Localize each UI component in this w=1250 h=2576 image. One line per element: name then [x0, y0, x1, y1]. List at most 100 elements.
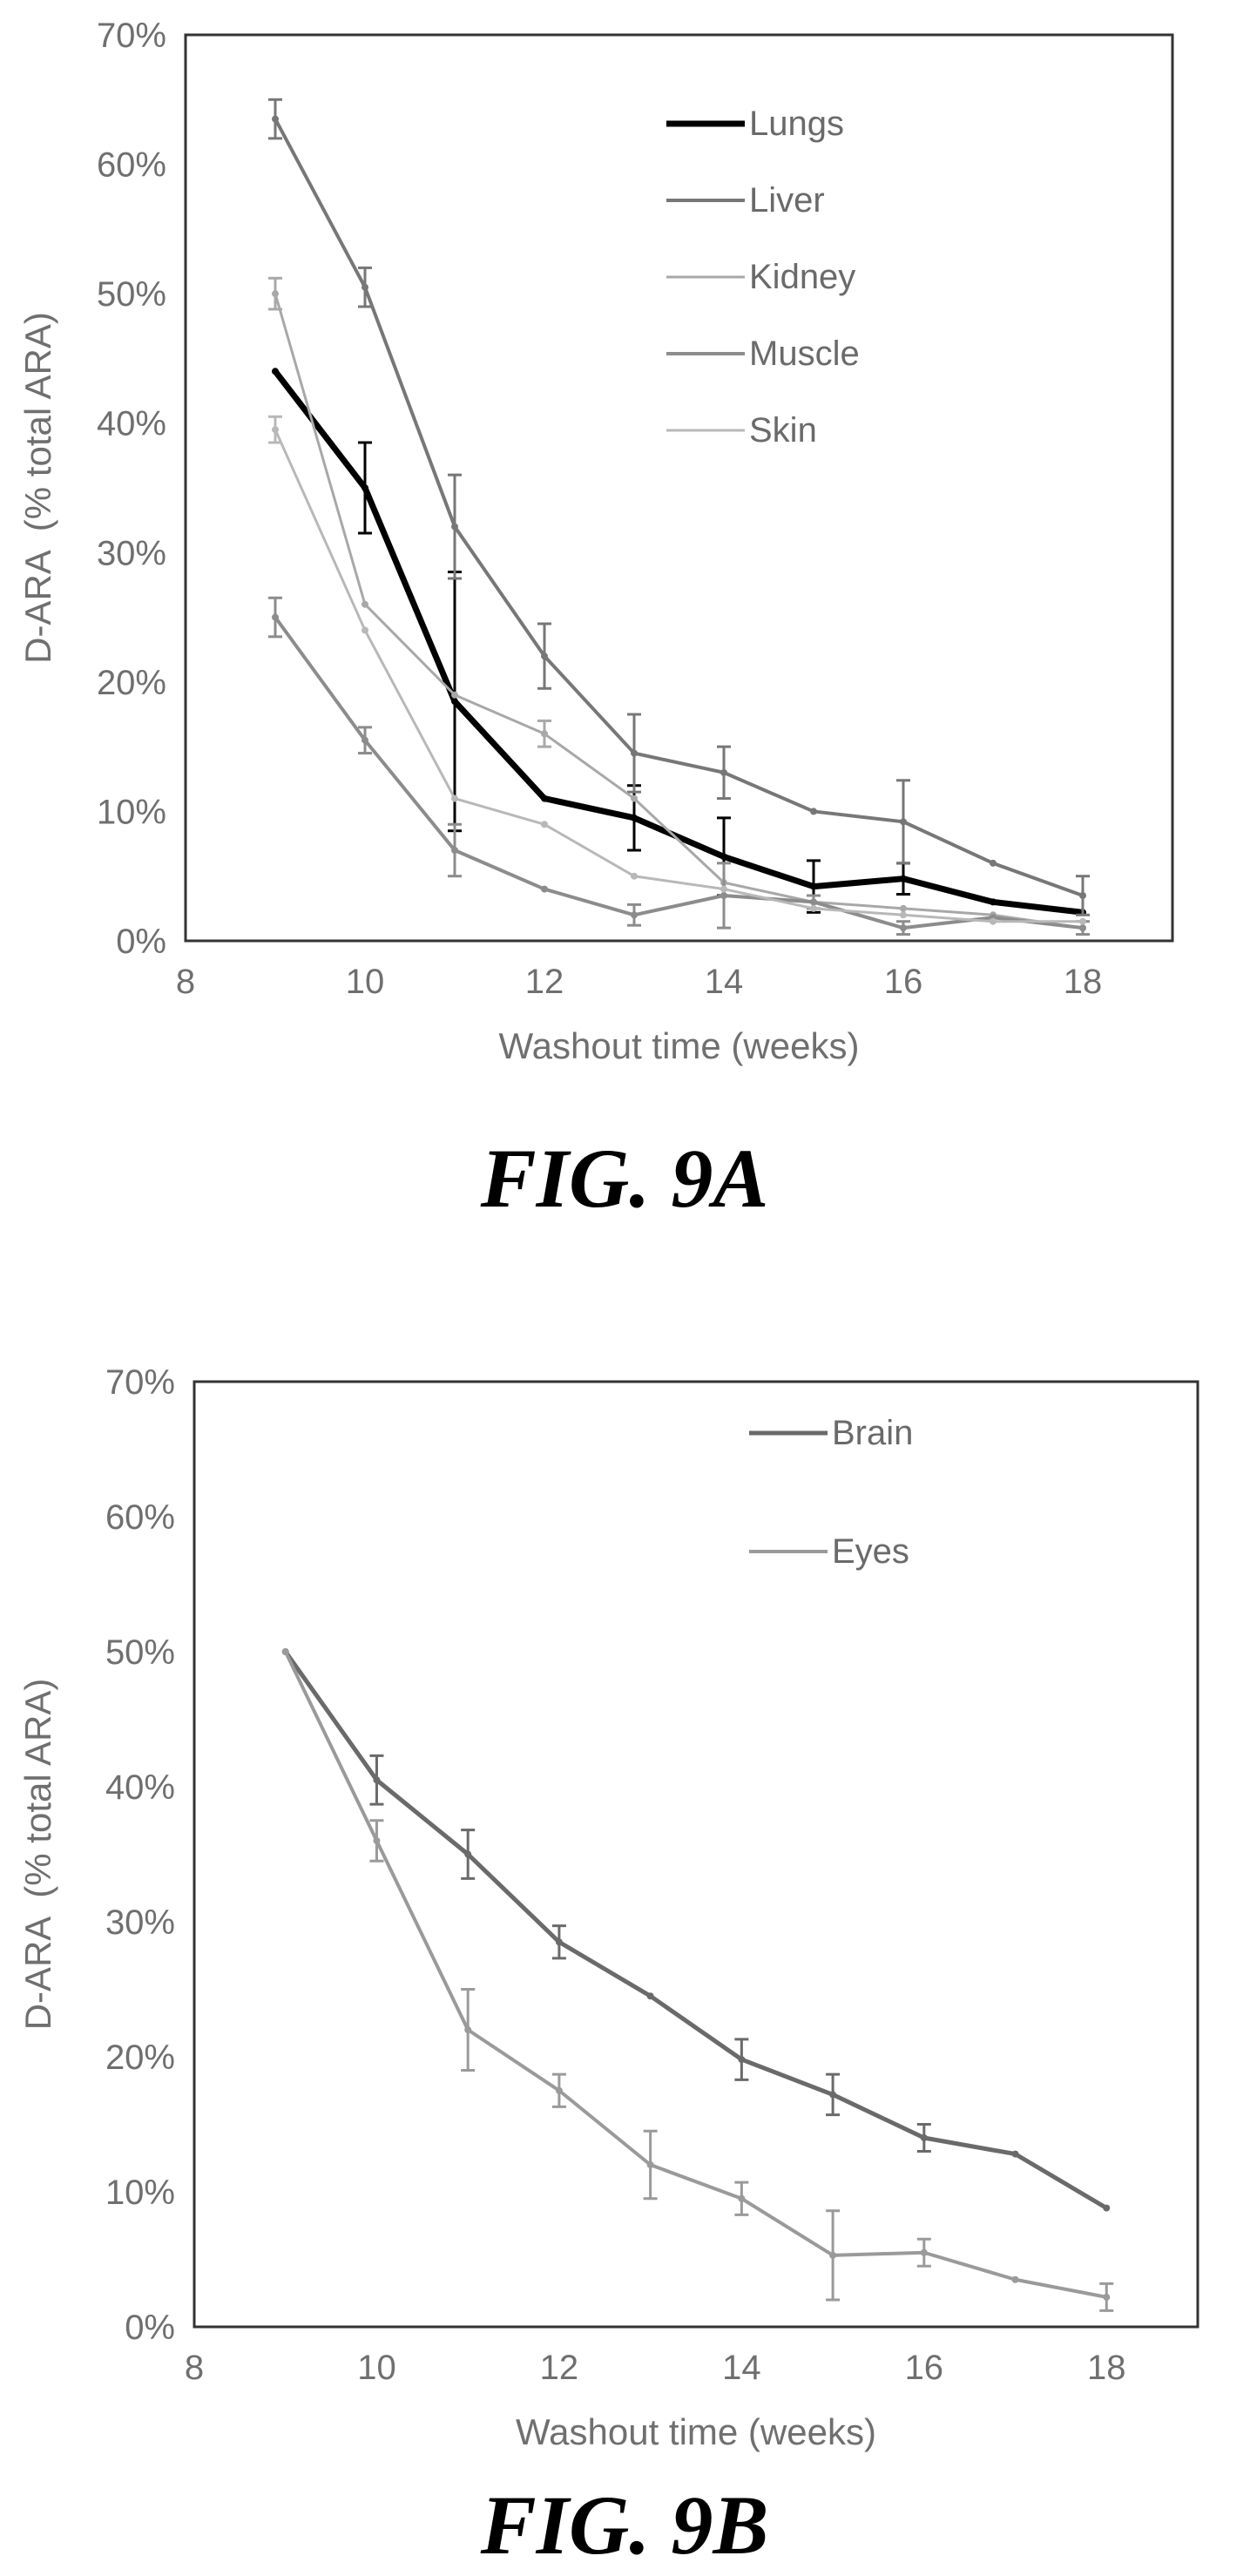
legend-label-brain: Brain: [832, 1414, 913, 1452]
data-point: [829, 2091, 837, 2099]
legend-label-lungs: Lungs: [749, 105, 844, 143]
series-line-eyes: [283, 1651, 1107, 2299]
x-tick-label: 12: [525, 963, 564, 1001]
series-line-lungs: [273, 369, 1084, 916]
y-axis-label: D-ARA (% total ARA): [17, 1679, 58, 2031]
data-point: [464, 1850, 472, 1858]
data-point: [900, 911, 907, 919]
data-point: [361, 484, 368, 491]
figure-9b-chart: 0% 10% 20% 30% 40% 50% 60% 70% 8 10 12 14 16 18 Washou…: [17, 1363, 1199, 2572]
data-point: [810, 882, 817, 890]
data-point: [541, 652, 548, 660]
data-point: [541, 885, 548, 893]
y-tick-label: 60%: [105, 1498, 175, 1537]
series-brain: [281, 1648, 1111, 2212]
data-point: [1079, 917, 1086, 925]
x-tick-label: 14: [722, 2349, 761, 2387]
figure-caption: FIG. 9A: [480, 1132, 769, 1225]
y-tick-label: 70%: [97, 17, 166, 55]
data-point: [281, 1648, 289, 1655]
x-tick-label: 16: [884, 963, 923, 1001]
x-axis-label: Washout time (weeks): [516, 2411, 876, 2452]
figure-9a-chart: 0% 10% 20% 30% 40% 50% 60% 70% 8 10 12 14 16 18 Washou…: [17, 17, 1174, 1225]
x-tick-label: 12: [540, 2349, 579, 2387]
data-point: [1079, 924, 1086, 932]
data-point: [990, 859, 997, 867]
x-tick-label: 8: [185, 2349, 204, 2387]
data-point: [541, 794, 548, 802]
data-point: [810, 904, 817, 912]
data-point: [631, 814, 638, 821]
series-line-brain: [283, 1650, 1108, 2210]
data-point: [451, 691, 458, 699]
legend-label-liver: Liver: [749, 181, 825, 220]
y-tick-label: 50%: [97, 275, 166, 314]
plot-area-frame: [193, 1380, 1199, 2329]
data-point: [361, 626, 368, 634]
y-tick-label: 60%: [97, 146, 166, 185]
data-point: [464, 2026, 472, 2033]
x-tick-label: 18: [1087, 2349, 1126, 2387]
data-point: [631, 911, 638, 919]
data-point: [361, 736, 368, 744]
data-point: [900, 904, 907, 912]
data-point: [900, 924, 907, 932]
data-point: [990, 917, 997, 925]
series-line-liver: [274, 118, 1084, 897]
figure-9a-panel: 0% 10% 20% 30% 40% 50% 60% 70% 8 10 12 14 16 18 Washou…: [0, 0, 1250, 1286]
data-point: [272, 368, 279, 375]
data-point: [555, 2086, 563, 2094]
data-point: [646, 1992, 654, 2000]
data-point: [1011, 2275, 1019, 2283]
data-point: [720, 885, 727, 893]
data-point: [738, 2056, 746, 2064]
data-point: [990, 898, 997, 906]
data-point: [555, 1938, 563, 1946]
data-point: [541, 730, 548, 738]
figure-9b-panel: 0% 10% 20% 30% 40% 50% 60% 70% 8 10 12 14 16 18 Washou…: [0, 1286, 1250, 2572]
data-point: [272, 115, 279, 123]
data-point: [810, 808, 817, 815]
data-point: [810, 898, 817, 906]
data-point: [900, 818, 907, 826]
data-point: [1079, 892, 1086, 899]
y-axis-label: D-ARA (% total ARA): [17, 312, 58, 664]
data-point: [829, 2251, 837, 2259]
x-tick-label: 14: [705, 963, 744, 1001]
data-point: [451, 698, 458, 706]
y-tick-label: 40%: [105, 1768, 175, 1807]
x-tick-label: 18: [1064, 963, 1103, 1001]
x-tick-label: 8: [176, 963, 195, 1001]
series-eyes: [281, 1648, 1114, 2312]
x-axis-label: Washout time (weeks): [499, 1025, 860, 1066]
data-point: [373, 1837, 381, 1844]
data-point: [451, 794, 458, 802]
data-point: [1103, 2293, 1111, 2301]
y-tick-label: 70%: [105, 1363, 175, 1402]
data-point: [361, 283, 368, 291]
data-point: [451, 847, 458, 854]
data-point: [631, 749, 638, 757]
data-point: [900, 875, 907, 882]
y-tick-label: 0%: [116, 923, 166, 961]
y-tick-label: 30%: [105, 1903, 175, 1942]
series-lungs: [272, 368, 1086, 916]
y-tick-label: 20%: [97, 664, 166, 702]
y-tick-label: 10%: [97, 793, 166, 831]
y-tick-label: 10%: [105, 2174, 175, 2212]
data-point: [738, 2194, 746, 2202]
series-line-kidney: [274, 293, 1084, 930]
series-liver: [268, 98, 1090, 916]
data-point: [920, 2248, 928, 2256]
figure-caption: FIG. 9B: [480, 2478, 769, 2572]
data-point: [1011, 2150, 1019, 2158]
legend-label-kidney: Kidney: [749, 258, 855, 296]
data-point: [451, 523, 458, 531]
legend-label-eyes: Eyes: [832, 1532, 909, 1571]
data-point: [720, 892, 727, 899]
y-tick-label: 30%: [97, 534, 166, 572]
data-point: [631, 872, 638, 880]
data-point: [646, 2161, 654, 2168]
x-tick-label: 10: [346, 963, 385, 1001]
series-skin: [268, 415, 1086, 925]
